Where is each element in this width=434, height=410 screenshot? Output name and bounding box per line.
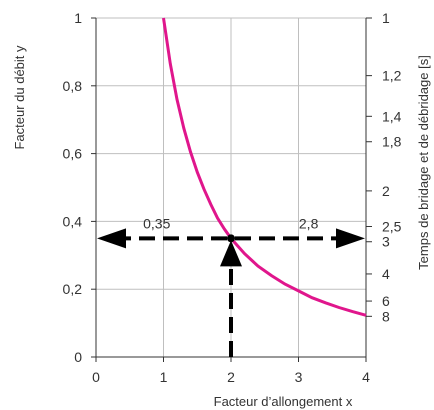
right-tick-label: 1,8 bbox=[382, 134, 402, 150]
y-axis-title: Facteur du débit y bbox=[12, 45, 27, 150]
right-value-label: 2,8 bbox=[299, 215, 319, 231]
x-tick-label: 0 bbox=[92, 369, 100, 385]
series-curve bbox=[162, 17, 367, 317]
right-tick-label: 6 bbox=[382, 293, 390, 309]
y-tick-label: 1 bbox=[74, 10, 82, 26]
y-tick-label: 0,8 bbox=[63, 78, 83, 94]
y-tick-label: 0,2 bbox=[63, 281, 83, 297]
right-tick-label: 2 bbox=[382, 183, 390, 199]
y-tick-label: 0,6 bbox=[63, 146, 83, 162]
right-tick-label: 1,4 bbox=[382, 108, 402, 124]
y-tick-labels: 0 0,2 0,4 0,6 0,8 1 bbox=[63, 10, 83, 365]
y-tick-label: 0,4 bbox=[63, 213, 83, 229]
x-tick-label: 2 bbox=[227, 369, 235, 385]
right-arrow-head bbox=[336, 228, 365, 249]
right-tick-label: 1 bbox=[382, 10, 390, 26]
x-tick-label: 3 bbox=[295, 369, 303, 385]
right-tick-label: 4 bbox=[382, 266, 390, 282]
up-arrow-head bbox=[220, 240, 242, 267]
left-arrow-head bbox=[97, 228, 126, 249]
right-tick-label: 3 bbox=[382, 234, 390, 250]
right-tick-label: 1,2 bbox=[382, 68, 402, 84]
y-tick-label: 0 bbox=[74, 349, 82, 365]
right-tick-label: 8 bbox=[382, 308, 390, 324]
right-tick-label: 2,5 bbox=[382, 218, 402, 234]
x-tick-label: 4 bbox=[362, 369, 370, 385]
intersection-point bbox=[227, 234, 235, 243]
left-value-label: 0,35 bbox=[143, 215, 170, 231]
x-tick-labels: 0 1 2 3 4 bbox=[92, 369, 370, 385]
right-axis-title: Temps de bridage et de débridage [s] bbox=[416, 55, 431, 270]
x-tick-label: 1 bbox=[160, 369, 168, 385]
reading-arrows bbox=[97, 228, 365, 357]
axes bbox=[91, 17, 367, 362]
x-axis-title: Facteur d’allongement x bbox=[214, 394, 353, 409]
right-axis-tick-labels: 1 1,2 1,4 1,8 2 2,53 4 68 bbox=[366, 10, 402, 324]
